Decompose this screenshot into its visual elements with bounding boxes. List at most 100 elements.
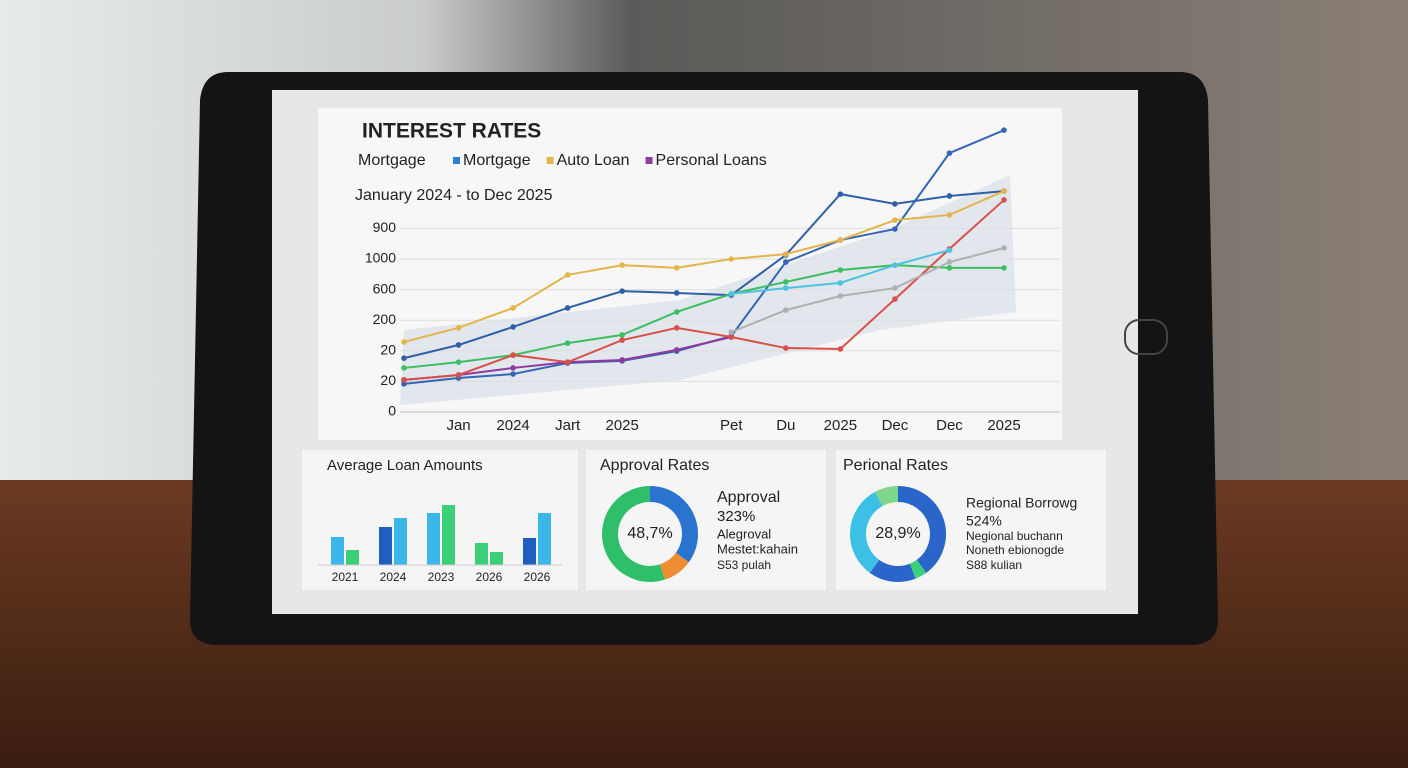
bar [427,513,440,565]
chart-title: Approval Rates [600,457,709,474]
data-point [401,377,407,383]
data-point [455,342,462,348]
chart-subtitle: January 2024 - to Dec 2025 [355,187,553,204]
data-point [728,291,735,297]
x-tick-label: Du [776,417,795,434]
series-line [403,264,1004,369]
x-tick-label: Dec [882,417,909,434]
data-point [673,290,680,296]
side-text: Mestet:kahain [717,541,798,556]
series-line [403,199,1005,381]
legend-swatch [546,157,554,164]
y-tick-label: 200 [373,311,397,327]
center-label: 28,9% [875,525,920,542]
data-point [673,265,680,271]
data-point [401,355,407,361]
data-point [783,345,789,351]
donut-segment [869,559,916,582]
data-point [892,296,898,302]
data-point [892,285,898,291]
data-point [401,381,407,387]
bar [442,505,455,565]
data-point [619,262,625,268]
data-point [401,365,407,371]
center-label: 48,7% [627,525,672,542]
donut-segment [602,486,665,582]
side-text: Negional buchann [966,529,1063,543]
data-point [619,337,625,343]
data-point [1001,265,1007,271]
x-tick-label: 2025 [987,417,1020,434]
x-tick-label: 2024 [496,417,529,434]
bar [490,552,503,565]
shaded-band [400,175,1016,405]
data-point [892,201,898,207]
data-point [728,334,735,340]
side-text: S53 pulah [717,558,771,572]
main-panel [318,108,1062,440]
x-tick-label: 2026 [476,570,503,584]
side-text: S88 kulian [966,558,1022,572]
data-point [455,372,462,378]
data-point [564,340,571,346]
x-tick-label: 2024 [380,570,407,584]
bar [538,513,551,565]
x-tick-label: Pet [720,417,743,434]
bar [346,550,359,565]
x-tick-label: 2023 [428,570,455,584]
x-tick-label: 2025 [824,417,857,434]
data-point [1001,127,1007,133]
data-point [783,285,789,291]
data-point [946,150,953,156]
data-point [892,262,898,268]
data-point [837,237,844,243]
y-tick-label: 20 [380,342,396,358]
data-point [619,288,625,294]
legend-label: Mortgage [463,152,531,169]
bar [331,537,344,565]
data-point [401,339,407,345]
x-tick-label: 2026 [524,570,551,584]
y-tick-label: 20 [380,372,396,388]
side-text: Regional Borrowg [966,495,1077,511]
data-point [619,332,625,338]
data-point [510,352,516,358]
data-point [946,212,953,218]
chart-title: Average Loan Amounts [327,457,483,474]
data-point [1001,188,1007,194]
data-point [564,272,571,278]
series-line [403,190,1005,360]
data-point [946,265,953,271]
data-point [455,325,462,331]
x-tick-label: Jan [446,417,470,434]
data-point [510,371,516,377]
x-tick-label: Jart [555,417,581,434]
data-point [783,259,789,265]
side-text: Alegroval [717,526,771,541]
data-point [564,305,571,311]
data-point [728,329,735,335]
y-tick-label: 900 [373,219,397,235]
x-tick-label: 2021 [332,570,359,584]
data-point [946,247,953,253]
data-point [1001,245,1007,251]
data-point [783,251,789,257]
data-point [837,280,844,286]
x-tick-label: 2025 [605,417,638,434]
data-point [510,324,516,330]
y-tick-label: 600 [373,280,397,296]
chart-title: Perional Rates [843,457,948,474]
bar [475,543,488,565]
side-text: Noneth ebionogde [966,543,1064,557]
x-tick-label: Dec [936,417,963,434]
legend-label: Auto Loan [557,152,630,169]
y-tick-label: 0 [388,403,396,419]
donut-segment [897,486,946,573]
series-line [403,190,1005,343]
bar [394,518,407,565]
donut-segment [874,486,899,507]
data-point [619,357,625,363]
charts: INTEREST RATES January 2024 - to Dec 2025… [318,120,1077,584]
data-point [728,256,735,262]
donut-segment [850,491,883,573]
